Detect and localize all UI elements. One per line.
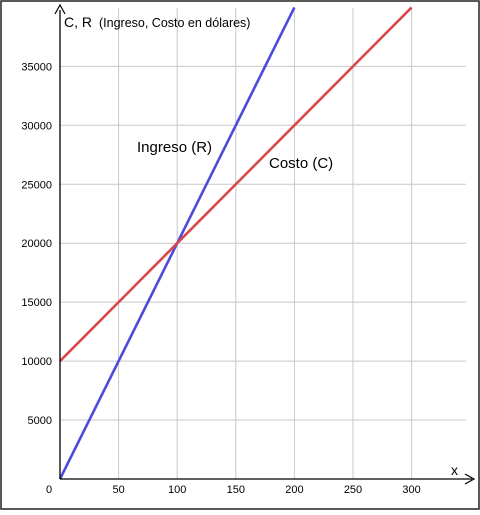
x-tick-label: 150 [227,484,245,496]
x-tick-label: 0 [46,484,52,496]
y-tick-label: 20000 [21,238,52,250]
series-lines [58,6,413,480]
axes [54,3,476,485]
x-tick-label: 200 [285,484,303,496]
y-axis-arrow [54,3,66,15]
x-tick-label: 250 [344,484,362,496]
x-tick-label: 50 [112,484,124,496]
y-tick-label: 15000 [21,297,52,309]
x-axis-label: x [451,462,458,478]
y-tick-label: 30000 [21,120,52,132]
y-axis-label-vars: C, R [64,14,92,30]
x-tick-label: 300 [402,484,420,496]
y-tick-label: 25000 [21,179,52,191]
x-axis-arrow [464,473,476,485]
series-label-ingreso: Ingreso (R) [137,139,212,156]
series-line-costo [59,6,413,363]
series-label-costo: Costo (C) [269,155,333,172]
y-tick-label: 5000 [28,415,52,427]
grid [60,8,466,479]
y-tick-label: 10000 [21,356,52,368]
tick-labels: 0 50 100 150 200 250 300 5000 10000 15000 20000 250… [21,61,420,496]
y-tick-label: 35000 [21,61,52,73]
y-axis-label-desc: (Ingreso, Costo en dólares) [99,16,250,30]
x-tick-label: 100 [168,484,186,496]
